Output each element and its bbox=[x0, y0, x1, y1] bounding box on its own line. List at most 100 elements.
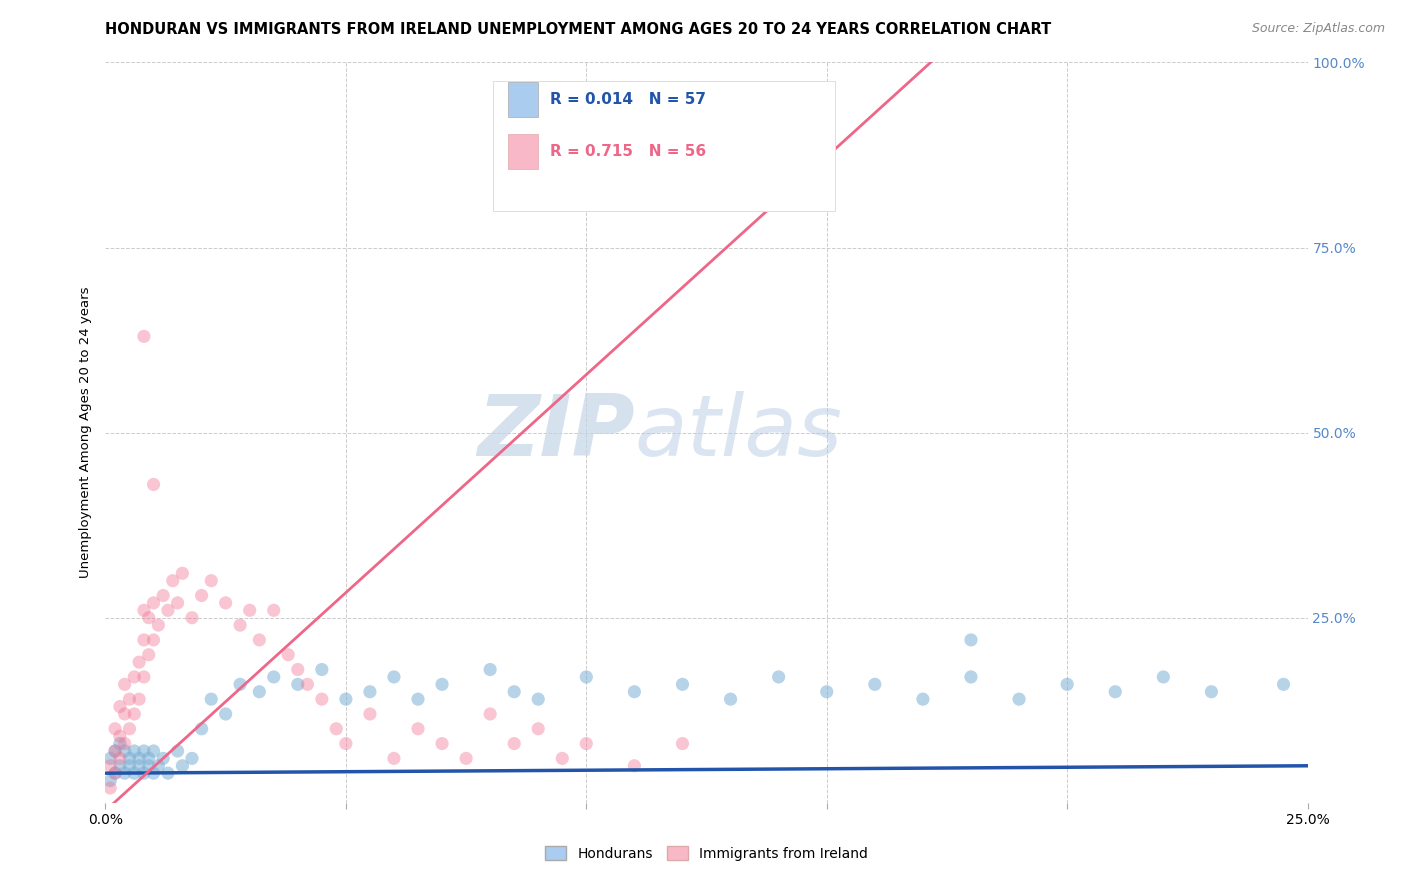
Point bbox=[454, 751, 477, 765]
Point bbox=[960, 632, 983, 647]
Point bbox=[156, 603, 179, 617]
Point bbox=[671, 677, 693, 691]
Point bbox=[325, 722, 347, 736]
Point bbox=[162, 574, 184, 588]
Point bbox=[118, 722, 141, 736]
Point bbox=[815, 685, 838, 699]
Point bbox=[768, 670, 790, 684]
Point bbox=[132, 329, 155, 343]
Point bbox=[132, 670, 155, 684]
Point bbox=[200, 692, 222, 706]
Point bbox=[297, 677, 319, 691]
FancyBboxPatch shape bbox=[492, 81, 835, 211]
Point bbox=[1104, 685, 1126, 699]
Text: R = 0.715   N = 56: R = 0.715 N = 56 bbox=[550, 144, 706, 159]
Point bbox=[128, 655, 150, 669]
Point bbox=[503, 737, 526, 751]
Legend: Hondurans, Immigrants from Ireland: Hondurans, Immigrants from Ireland bbox=[540, 840, 873, 866]
Point bbox=[671, 737, 693, 751]
Point bbox=[623, 685, 645, 699]
Point bbox=[104, 744, 127, 758]
Point bbox=[108, 751, 131, 765]
Text: atlas: atlas bbox=[634, 391, 842, 475]
Point bbox=[118, 758, 141, 772]
Point bbox=[247, 685, 270, 699]
Point bbox=[575, 670, 598, 684]
Point bbox=[359, 706, 381, 721]
Point bbox=[623, 758, 645, 772]
Point bbox=[138, 751, 160, 765]
Point bbox=[132, 744, 155, 758]
Point bbox=[138, 611, 160, 625]
Point bbox=[98, 758, 121, 772]
Point bbox=[108, 737, 131, 751]
Point bbox=[114, 766, 136, 780]
Point bbox=[104, 766, 127, 780]
Point bbox=[148, 758, 170, 772]
Point bbox=[142, 596, 165, 610]
Point bbox=[406, 722, 429, 736]
Point bbox=[98, 773, 121, 788]
Text: R = 0.014   N = 57: R = 0.014 N = 57 bbox=[550, 92, 706, 107]
Text: ZIP: ZIP bbox=[477, 391, 634, 475]
Point bbox=[1056, 677, 1078, 691]
Point bbox=[166, 596, 188, 610]
Point bbox=[166, 744, 188, 758]
Point bbox=[430, 677, 453, 691]
Point bbox=[142, 477, 165, 491]
Bar bbox=[508, 82, 538, 117]
Point bbox=[263, 670, 285, 684]
Point bbox=[118, 692, 141, 706]
Text: Source: ZipAtlas.com: Source: ZipAtlas.com bbox=[1251, 22, 1385, 36]
Point bbox=[335, 737, 357, 751]
Point bbox=[479, 706, 502, 721]
Point bbox=[98, 751, 121, 765]
Point bbox=[156, 766, 179, 780]
Point bbox=[128, 758, 150, 772]
Point bbox=[551, 751, 574, 765]
Point bbox=[132, 603, 155, 617]
Point bbox=[104, 766, 127, 780]
Point bbox=[311, 663, 333, 677]
Point bbox=[124, 670, 146, 684]
Point bbox=[287, 677, 309, 691]
Point bbox=[382, 751, 405, 765]
Point bbox=[124, 706, 146, 721]
Point bbox=[104, 722, 127, 736]
Point bbox=[1201, 685, 1223, 699]
Point bbox=[406, 692, 429, 706]
Point bbox=[124, 766, 146, 780]
Point bbox=[479, 663, 502, 677]
Point bbox=[152, 589, 174, 603]
Point bbox=[200, 574, 222, 588]
Point bbox=[142, 744, 165, 758]
Point bbox=[430, 737, 453, 751]
Point bbox=[720, 692, 742, 706]
Point bbox=[181, 751, 204, 765]
Point bbox=[114, 706, 136, 721]
Point bbox=[138, 758, 160, 772]
Point bbox=[190, 589, 212, 603]
Point bbox=[239, 603, 262, 617]
Point bbox=[527, 692, 550, 706]
Point bbox=[118, 751, 141, 765]
Point bbox=[108, 758, 131, 772]
Point bbox=[108, 699, 131, 714]
Point bbox=[172, 758, 194, 772]
Point bbox=[114, 677, 136, 691]
Point bbox=[128, 751, 150, 765]
Point bbox=[382, 670, 405, 684]
Point bbox=[114, 744, 136, 758]
Point bbox=[124, 744, 146, 758]
Point bbox=[172, 566, 194, 581]
Point bbox=[132, 632, 155, 647]
Point bbox=[148, 618, 170, 632]
Point bbox=[335, 692, 357, 706]
Point bbox=[104, 744, 127, 758]
Point bbox=[128, 692, 150, 706]
Point bbox=[142, 766, 165, 780]
Point bbox=[108, 729, 131, 743]
Point bbox=[960, 670, 983, 684]
Point bbox=[247, 632, 270, 647]
Point bbox=[138, 648, 160, 662]
